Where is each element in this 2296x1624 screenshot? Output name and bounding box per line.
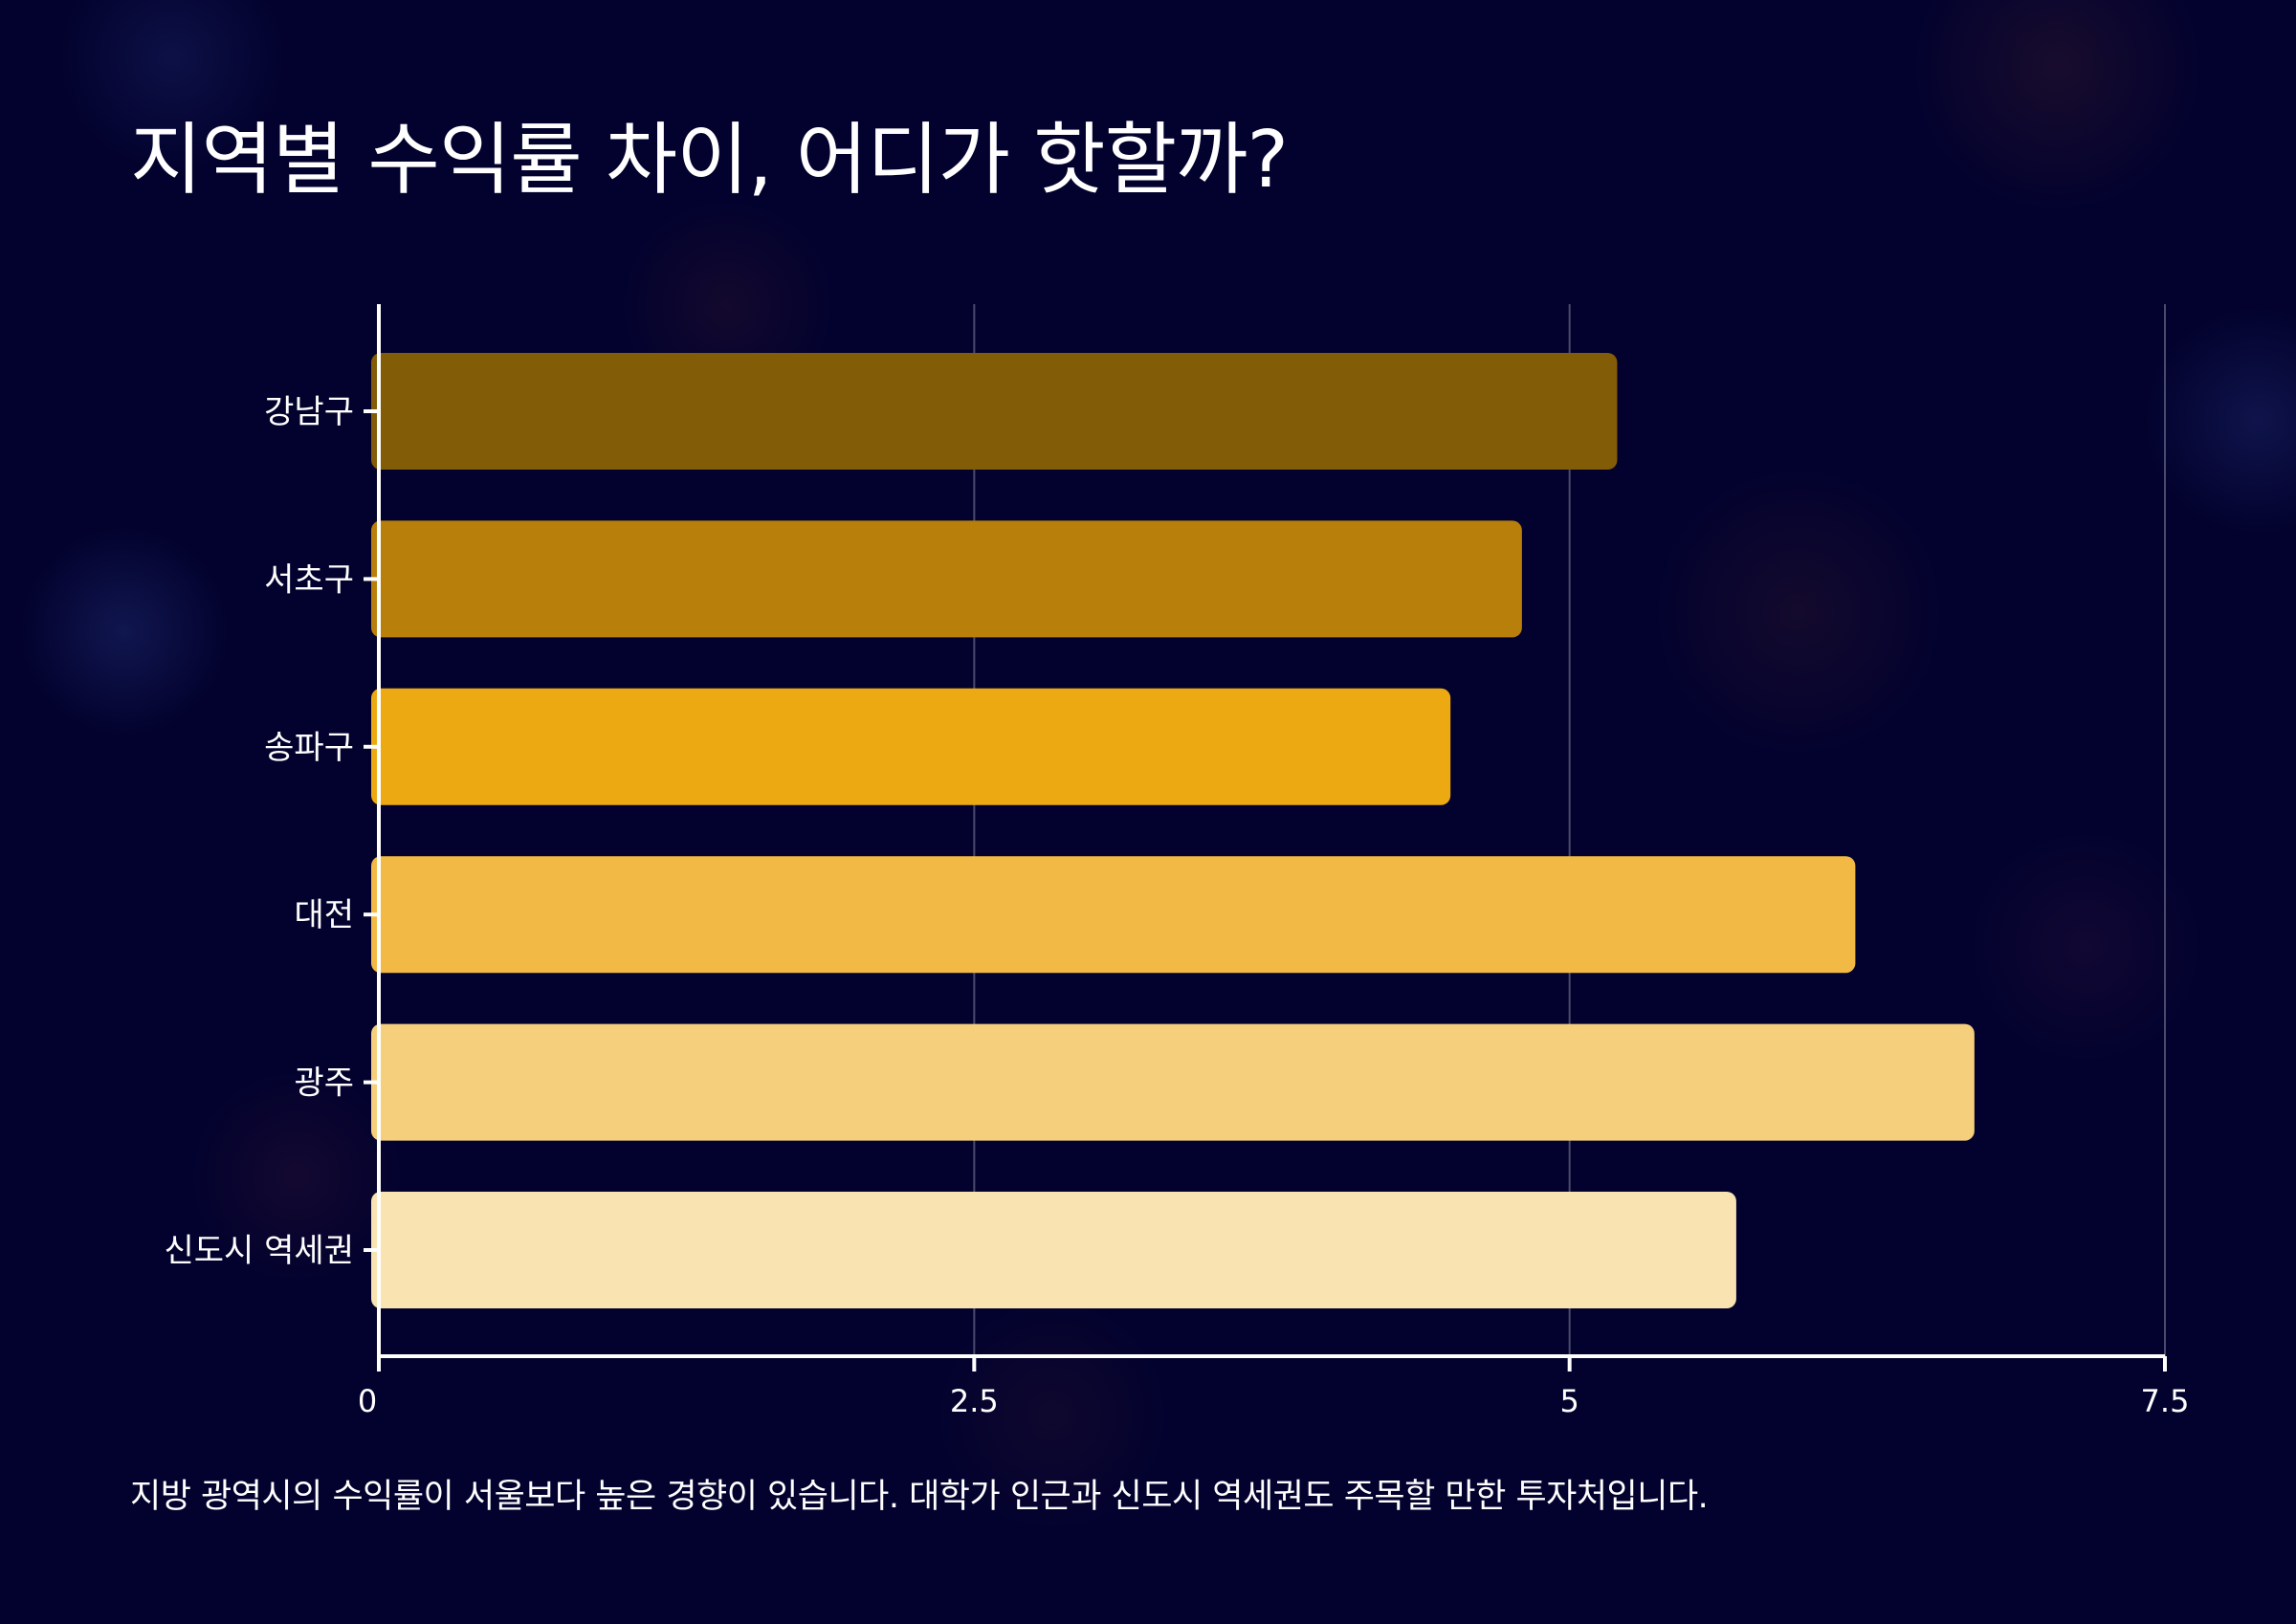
x-tick-label: 2.5 <box>950 1383 999 1419</box>
y-tick-label: 신도시 역세권 <box>165 1232 355 1270</box>
chart-caption: 지방 광역시의 수익률이 서울보다 높은 경향이 있습니다. 대학가 인근과 신… <box>130 1478 1709 1516</box>
bar <box>371 1023 1975 1141</box>
y-tick-label: 광주 <box>294 1064 354 1103</box>
y-tick-label: 강남구 <box>264 393 354 431</box>
bar <box>371 520 1522 638</box>
chart-title: 지역별 수익률 차이, 어디가 핫할까? <box>130 115 1289 206</box>
bar <box>371 1192 1736 1308</box>
x-tick-label: 5 <box>1559 1383 1578 1419</box>
bar <box>371 353 1618 470</box>
x-tick-label: 7.5 <box>2141 1383 2190 1419</box>
bar <box>371 688 1451 805</box>
bar <box>371 856 1856 974</box>
x-tick-label: 0 <box>358 1383 377 1419</box>
y-tick-label: 서초구 <box>264 560 354 599</box>
y-tick-label: 송파구 <box>264 729 354 767</box>
grid-lines <box>973 304 2166 1356</box>
y-tick-label: 대전 <box>294 896 354 934</box>
bars <box>371 353 1975 1308</box>
